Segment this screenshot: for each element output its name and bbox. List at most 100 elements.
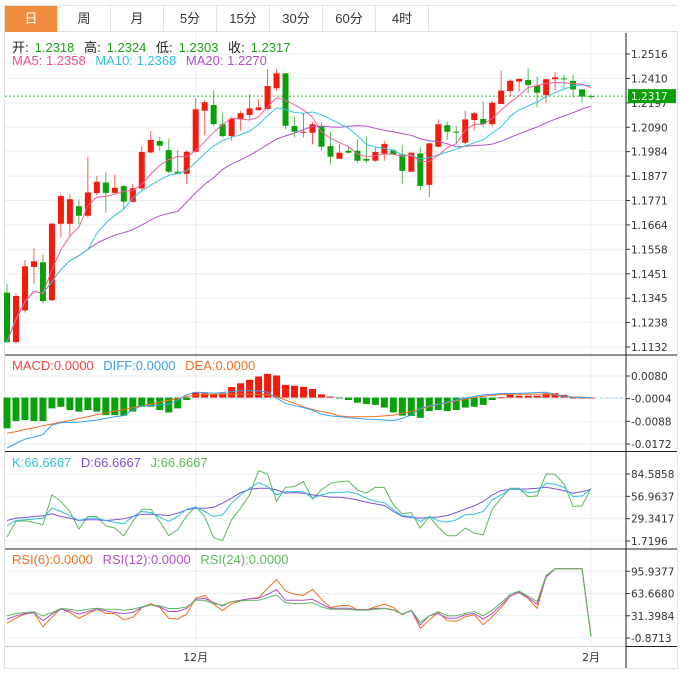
tab-4hour[interactable]: 4时 bbox=[376, 6, 429, 32]
candle-body bbox=[372, 152, 379, 161]
tab-30min[interactable]: 30分 bbox=[270, 6, 323, 32]
macd-bar bbox=[201, 393, 209, 398]
candle bbox=[75, 199, 82, 225]
macd-bar bbox=[344, 397, 352, 401]
macd-bar bbox=[3, 397, 11, 429]
candle bbox=[489, 100, 496, 127]
candle-body bbox=[435, 124, 442, 147]
rsi12-line bbox=[6, 568, 592, 637]
axis-tick-label: 1.2090 bbox=[631, 122, 668, 134]
candle-body bbox=[219, 124, 226, 137]
macd-bar bbox=[587, 397, 595, 399]
candle-body bbox=[57, 196, 64, 224]
tab-month[interactable]: 月 bbox=[111, 6, 164, 32]
macd-bar bbox=[93, 397, 101, 412]
candle-body bbox=[381, 143, 388, 154]
candle-body bbox=[489, 102, 496, 125]
candle-body bbox=[471, 113, 478, 121]
candle bbox=[30, 248, 37, 284]
x-axis-label: 2月 bbox=[582, 651, 601, 664]
macd-bar bbox=[569, 397, 577, 399]
axis-tick-label: 1.1877 bbox=[631, 171, 668, 183]
chart-frame bbox=[4, 32, 678, 669]
candle-body bbox=[390, 150, 397, 155]
candle bbox=[84, 156, 91, 218]
candle-body bbox=[336, 152, 343, 159]
diff-value: DIFF:0.0000 bbox=[103, 358, 176, 373]
tab-5min[interactable]: 5分 bbox=[164, 6, 217, 32]
candle-body bbox=[201, 102, 208, 111]
candle bbox=[282, 73, 289, 129]
candle bbox=[291, 116, 298, 138]
candle-body bbox=[264, 85, 271, 110]
candle bbox=[39, 254, 46, 304]
macd-bar bbox=[210, 394, 218, 398]
candle bbox=[48, 223, 55, 301]
macd-bar bbox=[470, 397, 478, 407]
candle-body bbox=[534, 85, 541, 93]
candle-body bbox=[84, 192, 91, 216]
tab-15min[interactable]: 15分 bbox=[217, 6, 270, 32]
candle bbox=[372, 147, 379, 162]
candle bbox=[57, 194, 64, 238]
candle bbox=[219, 113, 226, 138]
tab-day[interactable]: 日 bbox=[5, 6, 58, 32]
macd-bar bbox=[488, 397, 496, 401]
macd-bar bbox=[380, 397, 388, 408]
candle-body bbox=[282, 73, 289, 126]
axis-tick-label: 95.9377 bbox=[631, 566, 674, 578]
macd-bar bbox=[30, 397, 38, 422]
current-price-label: 1.2317 bbox=[631, 91, 668, 103]
candle-body bbox=[354, 150, 361, 161]
axis-tick-label: 1.1238 bbox=[631, 318, 668, 330]
candle-body bbox=[129, 188, 136, 202]
candle-body bbox=[561, 78, 568, 80]
candle-body bbox=[237, 113, 244, 120]
close-label: 收: bbox=[228, 40, 245, 55]
open-label: 开: bbox=[12, 40, 29, 55]
ma-legend: MA5: 1.2358 MA10: 1.2368 MA20: 1.2270 bbox=[12, 53, 273, 68]
candle-body bbox=[147, 139, 154, 153]
candle bbox=[579, 89, 586, 103]
candle-body bbox=[363, 158, 370, 161]
candle bbox=[525, 68, 532, 94]
tab-60min[interactable]: 60分 bbox=[323, 6, 376, 32]
macd-bar bbox=[461, 397, 469, 408]
axis-tick-label: 1.2410 bbox=[631, 73, 668, 85]
candle bbox=[453, 125, 460, 143]
macd-bar bbox=[120, 397, 128, 416]
rsi6-value: RSI(6):0.0000 bbox=[12, 552, 93, 567]
candle-body bbox=[291, 125, 298, 132]
axis-tick-label: 1.1771 bbox=[631, 196, 668, 208]
macd-bar bbox=[452, 397, 460, 410]
candle-body bbox=[174, 171, 181, 174]
macd-bar bbox=[479, 397, 487, 405]
macd-bar bbox=[84, 397, 92, 410]
macd-bar bbox=[407, 397, 415, 416]
k-value: K:66.6667 bbox=[12, 455, 72, 470]
rsi6-line bbox=[6, 568, 592, 637]
candle bbox=[309, 121, 316, 145]
candle bbox=[318, 122, 325, 151]
candle-body bbox=[408, 152, 415, 172]
macd-bar bbox=[300, 386, 308, 398]
candle-body bbox=[399, 154, 406, 171]
candle bbox=[4, 283, 10, 343]
candle bbox=[444, 121, 451, 140]
candle bbox=[264, 69, 271, 111]
candle-body bbox=[327, 146, 334, 157]
tab-week[interactable]: 周 bbox=[58, 6, 111, 32]
macd-bar bbox=[506, 394, 514, 398]
candle-body bbox=[480, 118, 487, 125]
candle bbox=[327, 131, 334, 165]
macd-bar bbox=[282, 384, 290, 398]
current-price-tag bbox=[628, 89, 676, 104]
macd-bar bbox=[111, 397, 119, 416]
axis-tick-label: 0.0080 bbox=[631, 371, 668, 383]
k-line bbox=[6, 482, 592, 527]
macd-bar bbox=[291, 385, 299, 398]
candle bbox=[354, 139, 361, 163]
macd-bar bbox=[353, 397, 361, 403]
candle-body bbox=[165, 150, 172, 172]
